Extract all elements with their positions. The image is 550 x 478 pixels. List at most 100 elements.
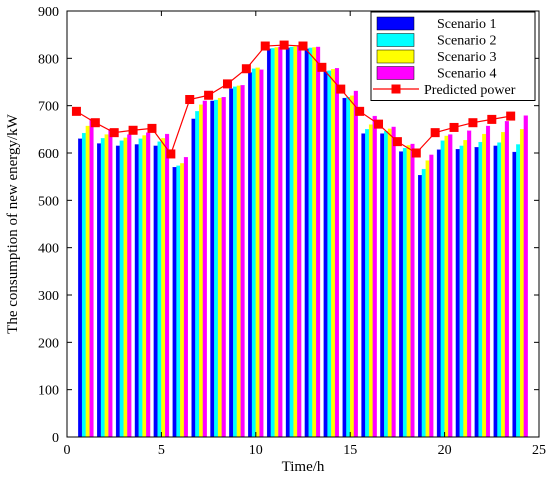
bar-scenario-2-24 [516, 144, 521, 438]
bar-scenario-4-19 [429, 154, 434, 438]
bar-scenario-1-16 [361, 133, 366, 438]
bar-scenario-2-8 [214, 99, 219, 438]
bar-scenario-3-3 [123, 137, 128, 438]
bar-scenario-1-19 [418, 175, 423, 438]
bar-scenario-1-11 [266, 48, 272, 438]
bar-scenario-1-9 [229, 88, 234, 438]
predicted-power-marker-13 [298, 41, 308, 51]
legend-label-scenario-1: Scenario 1 [437, 17, 496, 32]
y-tick-label-500: 500 [38, 194, 59, 209]
bar-scenario-3-10 [255, 67, 260, 438]
y-tick-label-600: 600 [38, 147, 59, 162]
bar-scenario-3-4 [142, 135, 147, 438]
bar-scenario-1-3 [115, 145, 121, 438]
bar-scenario-3-20 [444, 135, 449, 438]
bar-scenario-1-24 [512, 151, 517, 438]
bar-scenario-4-14 [334, 68, 340, 438]
legend-label-predicted-power: Predicted power [424, 83, 516, 98]
bar-scenario-2-5 [157, 141, 162, 438]
bar-scenario-1-1 [78, 138, 83, 438]
bar-scenario-2-3 [119, 140, 124, 438]
bar-scenario-4-16 [372, 115, 377, 438]
bar-scenario-1-6 [172, 167, 177, 438]
x-tick-label-20: 20 [438, 443, 452, 458]
bar-scenario-1-12 [285, 47, 290, 438]
bar-scenario-2-6 [176, 165, 181, 438]
bar-scenario-1-14 [323, 71, 328, 438]
predicted-power-marker-6 [166, 149, 176, 159]
bar-scenario-3-22 [482, 133, 487, 438]
bar-scenario-3-16 [368, 124, 374, 438]
bar-scenario-2-9 [232, 86, 238, 438]
bar-scenario-1-18 [399, 151, 404, 438]
bar-scenario-2-13 [308, 47, 313, 438]
bar-scenario-2-14 [327, 70, 332, 438]
bar-scenario-2-19 [421, 168, 426, 438]
bar-scenario-4-9 [240, 85, 245, 438]
bar-scenario-1-10 [248, 72, 253, 438]
bar-scenario-4-7 [202, 100, 207, 438]
predicted-power-marker-12 [279, 40, 289, 50]
legend-swatch-scenario-3 [376, 49, 415, 64]
legend-swatch-scenario-1 [376, 16, 415, 31]
bar-scenario-4-20 [448, 134, 453, 438]
bar-scenario-1-4 [134, 144, 139, 438]
bar-scenario-1-7 [191, 118, 196, 438]
legend-label-scenario-3: Scenario 3 [437, 50, 496, 65]
bar-scenario-4-1 [89, 118, 94, 438]
predicted-power-marker-22 [468, 118, 478, 128]
y-tick-label-400: 400 [38, 242, 59, 257]
predicted-power-marker-2 [90, 118, 100, 128]
bar-scenario-4-15 [353, 90, 358, 438]
legend-marker-predicted-power [391, 84, 401, 94]
bar-scenario-4-21 [467, 130, 472, 438]
legend-label-scenario-4: Scenario 4 [437, 67, 496, 82]
predicted-power-marker-16 [355, 106, 365, 116]
bar-scenario-2-2 [100, 138, 105, 438]
x-tick-label-5: 5 [158, 443, 165, 458]
bar-scenario-2-7 [195, 111, 200, 438]
bar-scenario-1-22 [474, 147, 479, 438]
bar-scenario-4-8 [221, 96, 226, 438]
bar-scenario-3-6 [180, 163, 185, 438]
predicted-power-marker-21 [449, 122, 459, 132]
y-tick-label-300: 300 [38, 289, 59, 304]
bar-scenario-3-15 [350, 95, 355, 438]
predicted-power-marker-1 [71, 106, 81, 116]
bar-scenario-4-10 [259, 69, 264, 438]
predicted-power-marker-5 [147, 123, 157, 133]
bar-scenario-4-3 [127, 134, 132, 438]
bar-scenario-4-17 [391, 126, 396, 438]
predicted-power-marker-3 [109, 128, 119, 138]
predicted-power-marker-23 [487, 114, 497, 124]
bar-scenario-4-13 [316, 46, 321, 438]
y-tick-label-700: 700 [38, 100, 59, 115]
predicted-power-marker-11 [260, 41, 270, 51]
y-tick-label-0: 0 [52, 431, 59, 446]
bar-scenario-1-8 [210, 100, 215, 438]
bar-scenario-1-20 [436, 149, 441, 438]
bar-scenario-3-11 [274, 47, 279, 438]
bar-scenario-2-23 [497, 142, 502, 438]
bar-scenario-2-17 [384, 131, 389, 438]
predicted-power-marker-10 [241, 64, 251, 74]
bar-scenario-1-2 [97, 143, 102, 438]
y-tick-label-800: 800 [38, 52, 59, 67]
bar-scenario-3-12 [293, 46, 298, 438]
bar-scenario-2-1 [81, 132, 87, 438]
bar-scenario-2-20 [440, 140, 445, 438]
bar-scenario-4-11 [278, 46, 283, 438]
x-tick-label-15: 15 [343, 443, 357, 458]
bars-layer [78, 45, 528, 438]
ticks-layer: 0 5 10 15 20 25 0 100 200 300 400 500 600 700 800 900 [38, 5, 546, 458]
bar-scenario-3-19 [425, 160, 430, 438]
bar-scenario-4-5 [165, 133, 170, 438]
bar-scenario-1-13 [304, 48, 309, 438]
y-axis-title: The consumption of new energy/kW [5, 113, 21, 334]
bar-scenario-3-9 [236, 85, 241, 438]
bar-scenario-2-22 [478, 141, 483, 438]
predicted-power-marker-7 [185, 95, 195, 105]
